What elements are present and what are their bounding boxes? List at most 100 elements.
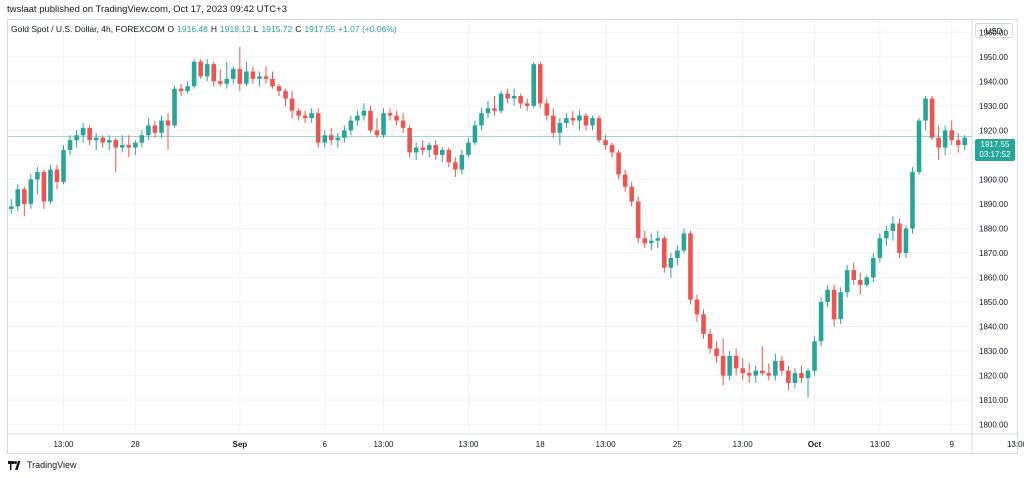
candle-body <box>622 174 628 187</box>
candle-body <box>524 103 530 106</box>
candle-body <box>472 125 478 143</box>
candle-body <box>100 137 105 143</box>
candle-body <box>733 355 739 369</box>
candle-body <box>328 135 334 141</box>
candle-body <box>335 137 341 141</box>
candle-body <box>185 86 190 92</box>
candle-body <box>48 169 53 202</box>
candle-body <box>629 186 634 202</box>
candle-body <box>505 93 510 99</box>
candle-body <box>773 360 778 376</box>
candle-body <box>178 88 184 92</box>
candle-body <box>792 373 798 383</box>
candle-body <box>204 64 210 77</box>
low-value: 1915.72 <box>261 24 293 34</box>
time-tick-label: 18 <box>536 440 545 449</box>
close-value: 1917.55 <box>304 24 336 34</box>
candle-body <box>746 373 752 376</box>
price-tick-label: 1850.00 <box>979 298 1008 307</box>
candle-body <box>681 233 687 251</box>
candle-body <box>453 162 458 170</box>
currency-button[interactable]: USD <box>975 23 1013 38</box>
candle-body <box>616 152 621 175</box>
candle-body <box>191 61 197 87</box>
candle-body <box>825 289 830 303</box>
candle-body <box>903 228 909 253</box>
candle-body <box>93 137 99 141</box>
candle-body <box>106 140 112 143</box>
candle-body <box>923 98 928 121</box>
time-tick-label: 13:00 <box>870 440 891 449</box>
candle-body <box>348 120 354 131</box>
candle-body <box>400 120 406 128</box>
candle-body <box>146 125 151 136</box>
candle-body <box>805 370 811 379</box>
candle-body <box>211 64 216 82</box>
tradingview-logo-icon <box>8 460 21 470</box>
time-tick-label: 28 <box>131 440 140 449</box>
price-tick-label: 1870.00 <box>979 249 1008 258</box>
candle-body <box>355 115 360 121</box>
price-tick-label: 1840.00 <box>979 323 1008 332</box>
price-tick-label: 1880.00 <box>979 224 1008 233</box>
time-axis: 13:00 28 Sep 6 13:00 13:00 18 13:00 25 13:00 Oct 13… <box>7 19 1024 453</box>
candle-body <box>740 368 745 374</box>
candle-body <box>446 149 452 163</box>
candles <box>8 46 968 398</box>
time-tick-label: 25 <box>673 440 682 449</box>
candle-body <box>955 140 961 146</box>
last-price-value: 1917.55 <box>980 140 1010 149</box>
candle-body <box>675 250 680 258</box>
candle-body <box>570 118 576 121</box>
candle-body <box>54 169 60 182</box>
candle-body <box>577 115 582 121</box>
candle-body <box>694 299 700 315</box>
candle-body <box>962 137 968 146</box>
high-value: 1918.12 <box>220 24 251 34</box>
candle-body <box>818 302 824 342</box>
candle-body <box>198 61 203 77</box>
price-tick-label: 1940.00 <box>979 77 1008 86</box>
candle-body <box>596 118 602 141</box>
grid-lines <box>8 20 1018 432</box>
last-price-tag: 1917.55 03:17:52 <box>975 139 1015 161</box>
candle-body <box>786 370 791 383</box>
candle-body <box>701 314 706 334</box>
footer-brand[interactable]: TradingView <box>8 460 77 470</box>
candle-body <box>302 115 308 119</box>
time-tick-label: 13:00 <box>596 440 617 449</box>
candle-body <box>231 69 236 79</box>
candle-body <box>289 98 295 111</box>
candle-body <box>518 96 523 104</box>
candle-body <box>276 86 282 92</box>
candle-body <box>309 113 314 119</box>
candle-body <box>80 127 86 136</box>
candle-body <box>381 113 386 136</box>
candle-body <box>466 142 471 155</box>
candle-body <box>459 154 465 170</box>
candle-body <box>884 230 889 239</box>
candle-body <box>120 145 125 148</box>
candle-body <box>368 110 373 131</box>
candle-body <box>916 120 922 173</box>
candle-body <box>498 93 504 111</box>
candle-body <box>590 118 595 126</box>
open-value: 1916.48 <box>177 24 208 34</box>
price-tick-label: 1950.00 <box>979 53 1008 62</box>
candle-body <box>662 238 667 268</box>
candle-body <box>714 348 719 356</box>
candle-body <box>779 360 785 371</box>
candle-body <box>224 78 230 84</box>
candle-body <box>838 292 843 320</box>
close-label: C <box>295 24 302 34</box>
candle-body <box>897 223 902 253</box>
price-tick-label: 1830.00 <box>979 347 1008 356</box>
candle-body <box>929 98 935 138</box>
candle-body <box>413 147 419 153</box>
low-label: L <box>253 24 259 34</box>
candle-body <box>28 179 34 204</box>
time-tick-label: 13:00 <box>53 440 74 449</box>
candle-body <box>564 118 569 123</box>
